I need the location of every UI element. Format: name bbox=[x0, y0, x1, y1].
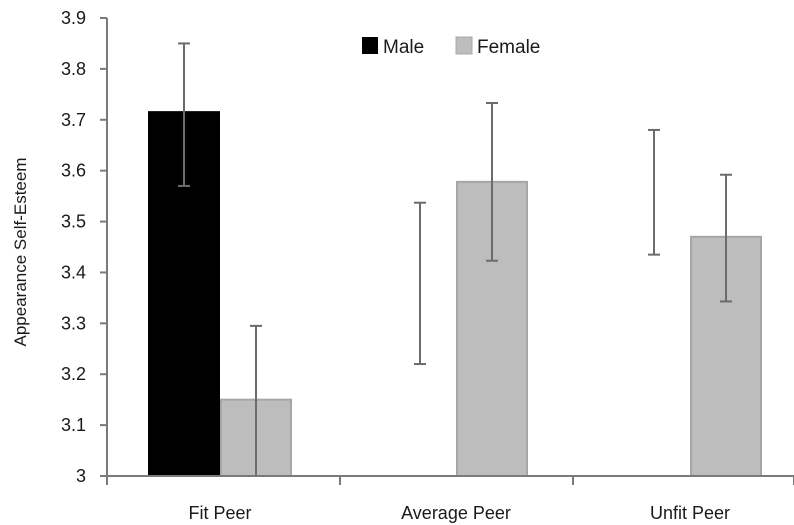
y-tick-label: 3.3 bbox=[61, 313, 86, 333]
y-tick-label: 3.7 bbox=[61, 110, 86, 130]
y-tick-label: 3.2 bbox=[61, 364, 86, 384]
y-tick-label: 3.1 bbox=[61, 415, 86, 435]
bar-female bbox=[690, 235, 762, 477]
y-ticks-layer: 3 3.1 3.2 3.3 3.4 3.5 3.6 3.7 3.8 3.9 bbox=[61, 8, 107, 486]
legend-label-female: Female bbox=[477, 37, 540, 58]
x-tick-label: Unfit Peer bbox=[650, 503, 730, 523]
y-tick-label: 3.8 bbox=[61, 59, 86, 79]
legend-swatch-female bbox=[455, 36, 473, 55]
y-tick-label: 3.9 bbox=[61, 8, 86, 28]
x-ticks-layer: Fit Peer Average Peer Unfit Peer bbox=[106, 476, 794, 523]
x-tick-label: Average Peer bbox=[401, 503, 511, 523]
legend-swatch-male bbox=[362, 37, 378, 54]
legend: Male Female bbox=[362, 36, 540, 58]
error-bars-layer bbox=[178, 42, 732, 477]
y-tick-label: 3 bbox=[76, 466, 86, 486]
axes-layer bbox=[106, 18, 794, 477]
x-tick-label: Fit Peer bbox=[188, 503, 251, 523]
y-tick-label: 3.5 bbox=[61, 212, 86, 232]
legend-label-male: Male bbox=[383, 37, 424, 58]
y-axis-title: Appearance Self-Esteem bbox=[11, 158, 30, 347]
bars-layer bbox=[148, 111, 762, 478]
y-tick-label: 3.4 bbox=[61, 262, 86, 282]
y-tick-label: 3.6 bbox=[61, 161, 86, 181]
